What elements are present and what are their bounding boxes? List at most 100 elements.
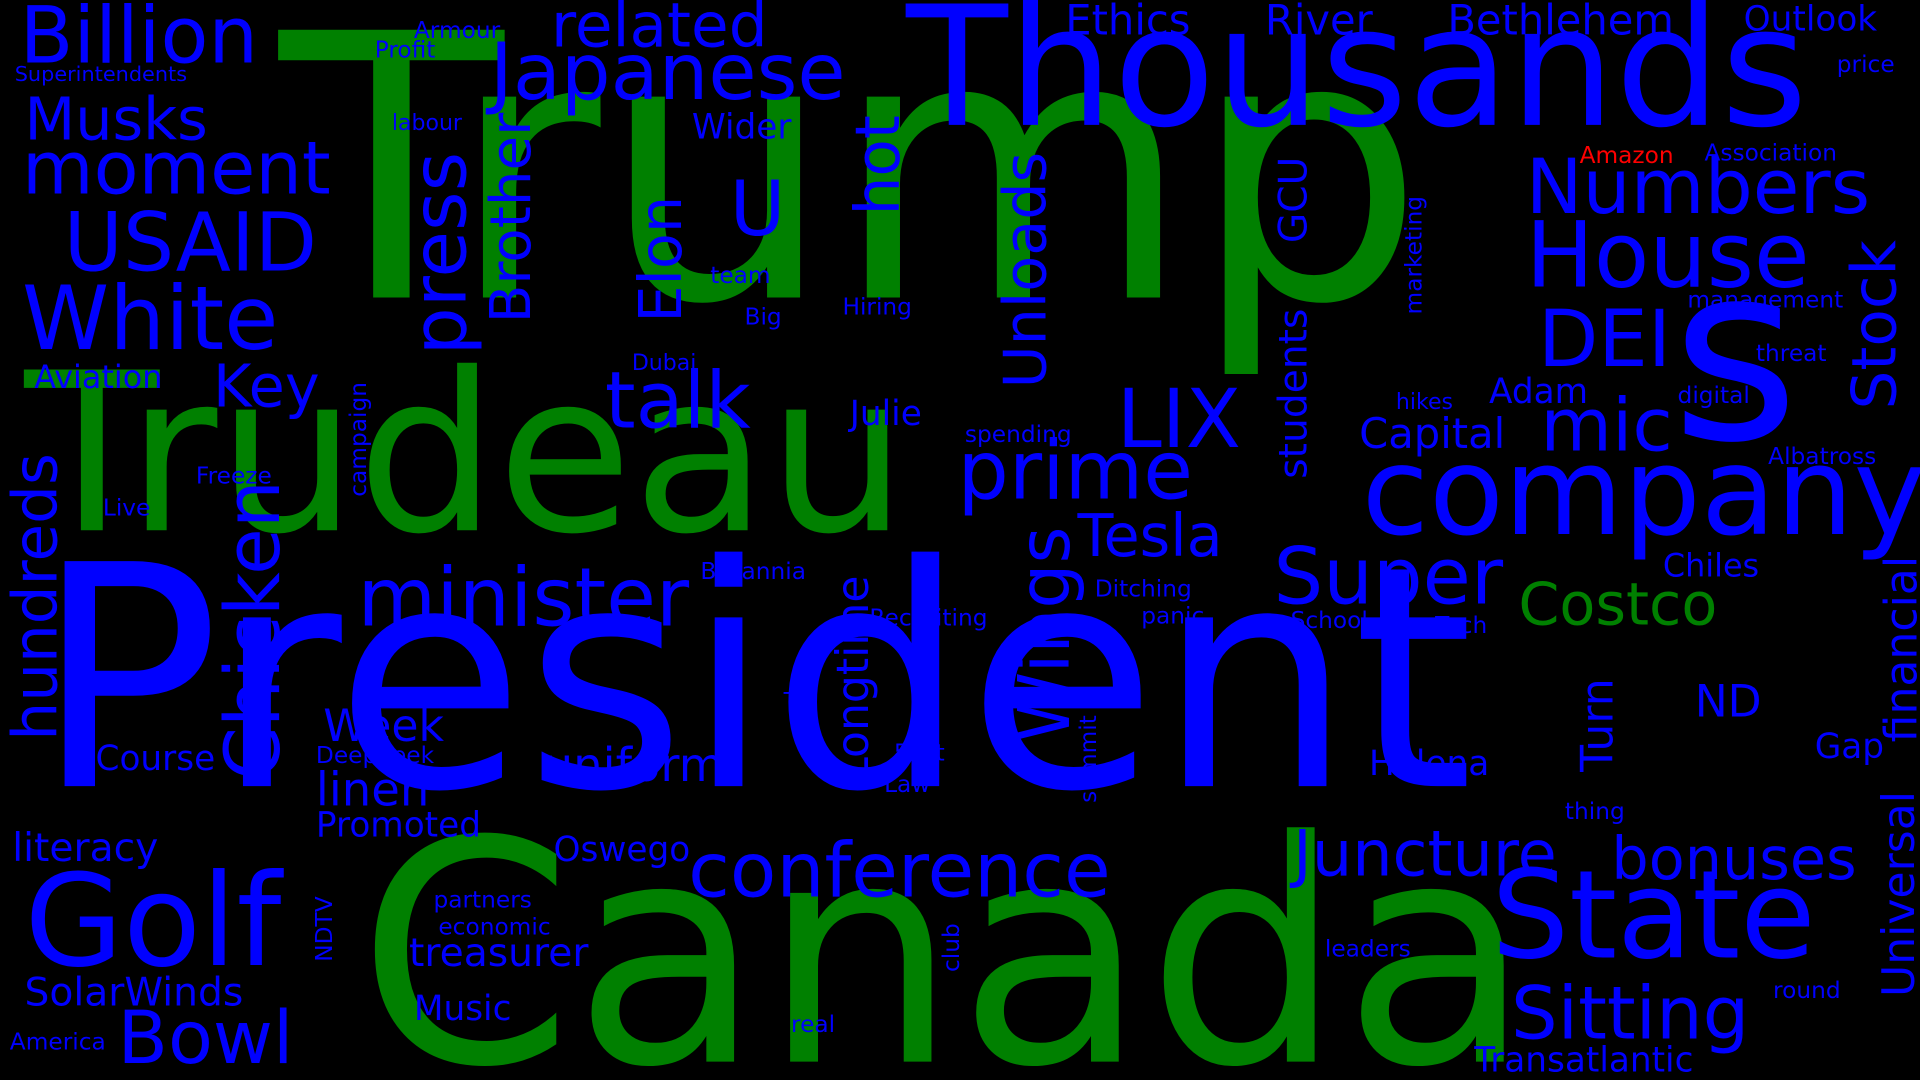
- word-musks: Musks: [24, 85, 208, 155]
- word-company: company: [1361, 420, 1920, 564]
- word-deepseek: DeepSeek: [315, 742, 435, 769]
- word-america: America: [9, 1028, 106, 1056]
- word-oswego: Oswego: [553, 828, 691, 870]
- word-amazon: Amazon: [1579, 142, 1674, 169]
- word-hiring: Hiring: [842, 293, 912, 321]
- word-tech: Tech: [1435, 612, 1488, 640]
- word-house: House: [1525, 203, 1810, 309]
- word-turn: Turn: [1573, 678, 1624, 772]
- word-universal: Universal: [1874, 791, 1920, 998]
- word-literacy: literacy: [12, 824, 159, 871]
- word-costco: Costco: [1518, 570, 1718, 640]
- word-digital: digital: [1677, 382, 1750, 409]
- word-big: Big: [744, 303, 782, 331]
- word-labour: labour: [391, 110, 462, 136]
- word-britannia: Britannia: [700, 558, 807, 586]
- word-albatross: Albatross: [1768, 443, 1877, 471]
- word-live: Live: [102, 494, 151, 522]
- word-spending: spending: [964, 421, 1072, 449]
- word-thousands: Thousands: [906, 0, 1808, 166]
- word-bethlehem: Bethlehem: [1447, 0, 1674, 46]
- word-recruiting: Recruiting: [869, 604, 988, 632]
- word-related: related: [551, 0, 768, 62]
- word-river: River: [1264, 0, 1373, 46]
- word-course: Course: [95, 738, 216, 779]
- word-treasurer: treasurer: [408, 929, 589, 976]
- word-juncture: Juncture: [1293, 817, 1557, 892]
- word-conference: conference: [688, 825, 1111, 915]
- word-real: real: [791, 1011, 836, 1039]
- word-profit: Profit: [374, 36, 436, 64]
- word-president: President: [34, 500, 1474, 860]
- word-sitting: Sitting: [1511, 971, 1750, 1057]
- word-campaign: campaign: [345, 382, 373, 497]
- word-price: price: [1836, 51, 1895, 79]
- word-trump: Trump: [279, 0, 1425, 385]
- word-ethics: Ethics: [1065, 0, 1191, 46]
- word-stock: Stock: [1839, 240, 1911, 410]
- word-financial: financial: [1877, 555, 1920, 743]
- word-outlook: Outlook: [1743, 0, 1878, 40]
- word-trudeau: Trudeau: [24, 326, 908, 583]
- word-solarwinds: SolarWinds: [24, 968, 244, 1016]
- word-elon: Elon: [626, 195, 696, 323]
- word-ndtv: NDTV: [311, 896, 338, 962]
- word-bowl: Bowl: [117, 995, 294, 1080]
- word-51st: 51st: [893, 739, 945, 767]
- word-state: State: [1491, 843, 1816, 987]
- word-threat: threat: [1755, 340, 1827, 368]
- word-ditching: Ditching: [1094, 575, 1192, 603]
- word-gap: Gap: [1814, 726, 1885, 767]
- word-golf: Golf: [24, 846, 282, 996]
- word-white: White: [22, 266, 279, 370]
- word-adam: Adam: [1488, 371, 1589, 412]
- word-japanese: Japanese: [489, 28, 846, 119]
- word-association: Association: [1704, 139, 1837, 167]
- word-hikes: hikes: [1395, 389, 1454, 416]
- word-gcu: GCU: [1269, 156, 1317, 244]
- word-panic: panic: [1141, 602, 1205, 630]
- word-transatlantic: Transatlantic: [1474, 1039, 1694, 1080]
- word-students: students: [1269, 308, 1317, 479]
- word-prime: prime: [957, 423, 1193, 518]
- word-armour: Armour: [413, 17, 501, 45]
- word-round: round: [1773, 977, 1841, 1005]
- word-nd: ND: [1694, 677, 1762, 728]
- word-thing: thing: [1564, 798, 1625, 826]
- word-hundreds: hundreds: [0, 453, 72, 741]
- word-school: School: [1290, 607, 1368, 635]
- word-linen: linen: [315, 762, 430, 817]
- word-super: Super: [1273, 532, 1504, 624]
- word-longtime: Longtime: [828, 575, 880, 782]
- word-canada: Canada: [357, 776, 1532, 1080]
- word-summit: summit: [1075, 715, 1103, 803]
- word-helena: Helena: [1368, 743, 1490, 784]
- word-club: club: [937, 923, 965, 973]
- word-team: team: [710, 262, 771, 289]
- word-brother: Brother: [477, 112, 544, 324]
- word-lix: LIX: [1116, 372, 1241, 467]
- word-chicken: Chicken: [208, 480, 298, 781]
- word-usaid: USAID: [63, 195, 317, 291]
- word-marketing: marketing: [1400, 195, 1428, 315]
- word-dei: DEI: [1537, 295, 1671, 386]
- word-wings: Wings: [1002, 526, 1087, 743]
- word-week: Week: [323, 701, 445, 752]
- word-billion: Billion: [19, 0, 259, 83]
- word-capital: Capital: [1359, 410, 1506, 460]
- word-mic: mic: [1540, 383, 1673, 469]
- word-leaders: leaders: [1324, 935, 1411, 963]
- word-hot: hot: [842, 115, 914, 216]
- word-uniform: uniform: [543, 738, 725, 793]
- word-talk: talk: [604, 356, 751, 447]
- word-s: s: [1671, 211, 1800, 498]
- word-moment: moment: [22, 126, 331, 212]
- word-unloads: Unloads: [991, 151, 1061, 389]
- word-law: Law: [884, 771, 931, 799]
- word-promoted: Promoted: [315, 804, 481, 845]
- word-tesla: Tesla: [1077, 502, 1223, 571]
- word-management: management: [1687, 286, 1844, 314]
- word-economic: economic: [438, 913, 551, 941]
- word-press: press: [394, 151, 484, 356]
